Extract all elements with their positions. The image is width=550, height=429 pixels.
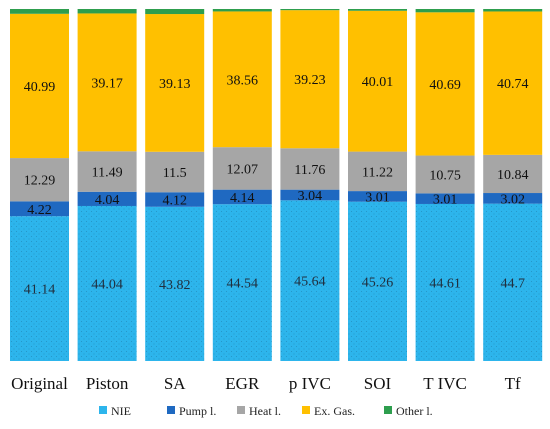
legend-swatch-other-l (384, 406, 392, 414)
data-label-nie-tf: 44.7 (500, 276, 525, 291)
bar-segment-other-l-tf (483, 9, 543, 12)
bars-group (10, 9, 543, 361)
data-label-nie-p-ivc: 45.64 (294, 275, 326, 290)
data-label-pump-l-sa: 4.12 (162, 194, 187, 209)
data-label-ex-gas-p-ivc: 39.23 (294, 73, 326, 88)
bar-segment-other-l-p-ivc (280, 9, 340, 11)
bar-texture-p-ivc (280, 200, 340, 361)
data-label-pump-l-t-ivc: 3.01 (433, 193, 458, 208)
bar-segment-ex-gas-soi (348, 10, 407, 152)
bar-segment-other-l-sa (145, 9, 205, 15)
legend-swatch-heat-l (237, 406, 245, 414)
x-tick-label-piston: Piston (86, 374, 129, 393)
legend: NIE Pump l. Heat l. Ex. Gas. Other l. (99, 404, 433, 418)
bar-segment-pump-l-p-ivc (280, 189, 340, 201)
data-label-pump-l-original: 4.22 (27, 203, 52, 218)
legend-label-other-l: Other l. (396, 404, 433, 418)
x-tick-label-sa: SA (164, 374, 186, 393)
legend-swatch-pump-l (167, 406, 175, 414)
x-tick-label-t-ivc: T IVC (423, 374, 467, 393)
bar-segment-other-l-soi (348, 9, 407, 11)
bar-segment-pump-l-tf (483, 193, 543, 204)
bar-segment-other-l-t-ivc (415, 9, 475, 13)
x-axis-tick-labels: Original Piston SA EGR p IVC SOI T IVC Tf (11, 374, 521, 393)
bar-texture-egr (212, 204, 272, 361)
bar-segment-pump-l-soi (348, 191, 407, 202)
bar-segment-pump-l-original (10, 201, 69, 217)
bar-segment-ex-gas-original (10, 13, 69, 159)
bar-segment-pump-l-t-ivc (415, 193, 475, 204)
data-label-ex-gas-tf: 40.74 (497, 77, 529, 92)
bar-segment-pump-l-piston (77, 191, 137, 206)
legend-label-nie: NIE (111, 404, 131, 418)
data-label-heat-l-piston: 11.49 (92, 166, 123, 181)
data-label-ex-gas-piston: 39.17 (91, 76, 123, 91)
data-label-heat-l-original: 12.29 (24, 174, 56, 189)
data-label-nie-t-ivc: 44.61 (429, 276, 461, 291)
data-label-heat-l-egr: 12.07 (227, 162, 259, 177)
data-label-pump-l-soi: 3.01 (365, 190, 390, 205)
bar-texture-tf (483, 203, 543, 361)
bar-segment-heat-l-sa (145, 151, 205, 193)
bar-texture-original (10, 216, 69, 361)
bar-segment-heat-l-t-ivc (415, 155, 475, 194)
data-label-heat-l-sa: 11.5 (163, 166, 187, 181)
bar-segment-ex-gas-sa (145, 14, 205, 152)
bar-texture-t-ivc (415, 203, 475, 361)
bar-segment-ex-gas-egr (212, 11, 272, 148)
bar-segment-ex-gas-tf (483, 11, 543, 155)
data-label-nie-original: 41.14 (24, 283, 56, 298)
data-label-heat-l-soi: 11.22 (362, 165, 393, 180)
data-label-pump-l-p-ivc: 3.04 (298, 189, 323, 204)
x-tick-label-tf: Tf (505, 374, 521, 393)
bar-segment-pump-l-sa (145, 192, 205, 207)
data-label-ex-gas-egr: 38.56 (227, 73, 259, 88)
x-tick-label-egr: EGR (225, 374, 260, 393)
data-label-heat-l-t-ivc: 10.75 (429, 168, 461, 183)
legend-swatch-nie (99, 406, 107, 414)
legend-swatch-ex-gas (302, 406, 310, 414)
bar-segment-heat-l-piston (77, 151, 137, 192)
data-label-nie-soi: 45.26 (362, 275, 394, 290)
data-label-ex-gas-original: 40.99 (24, 80, 56, 95)
x-tick-label-original: Original (11, 374, 68, 393)
legend-label-pump-l: Pump l. (179, 404, 216, 418)
data-label-nie-sa: 43.82 (159, 278, 191, 293)
data-label-ex-gas-soi: 40.01 (362, 75, 394, 90)
bar-segment-heat-l-soi (348, 151, 407, 192)
bar-segment-heat-l-tf (483, 154, 543, 194)
bar-segment-heat-l-p-ivc (280, 148, 340, 190)
bar-segment-other-l-egr (212, 9, 272, 12)
bar-segment-pump-l-egr (212, 189, 272, 205)
data-label-heat-l-p-ivc: 11.76 (294, 163, 325, 178)
bar-segment-ex-gas-piston (77, 13, 137, 152)
data-label-pump-l-egr: 4.14 (230, 191, 255, 206)
data-label-pump-l-piston: 4.04 (95, 193, 120, 208)
data-label-ex-gas-sa: 39.13 (159, 77, 191, 92)
bar-segment-heat-l-original (10, 158, 69, 202)
bar-segment-ex-gas-p-ivc (280, 10, 340, 149)
bar-segment-other-l-original (10, 9, 69, 14)
data-label-heat-l-tf: 10.84 (497, 168, 529, 183)
data-label-ex-gas-t-ivc: 40.69 (429, 78, 461, 93)
data-label-pump-l-tf: 3.02 (500, 192, 525, 207)
data-label-nie-egr: 44.54 (227, 277, 259, 292)
bar-segment-heat-l-egr (212, 147, 272, 190)
x-tick-label-soi: SOI (364, 374, 392, 393)
legend-label-ex-gas: Ex. Gas. (314, 404, 355, 418)
bar-texture-piston (77, 205, 137, 361)
bar-texture-soi (348, 201, 407, 361)
data-label-nie-piston: 44.04 (91, 277, 123, 292)
bar-texture-sa (145, 206, 205, 361)
data-labels-group: 41.14 4.22 12.29 40.99 44.04 4.04 11.49 39.17 43… (24, 73, 529, 297)
bar-segment-ex-gas-t-ivc (415, 12, 475, 156)
x-tick-label-p-ivc: p IVC (289, 374, 331, 393)
legend-label-heat-l: Heat l. (249, 404, 281, 418)
bar-segment-other-l-piston (77, 9, 137, 14)
